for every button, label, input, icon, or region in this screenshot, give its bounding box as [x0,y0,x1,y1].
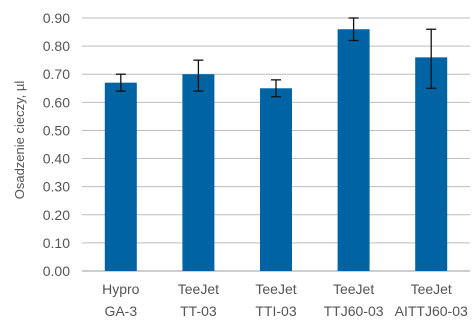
error-bar-0 [115,73,126,92]
y-tick-labels: 0.00 0.10 0.20 0.30 0.40 0.50 0.60 0.70 0.80 0.90 [43,10,70,279]
y-tick-label: 0.80 [43,38,70,54]
category-label-line2: TTI-03 [255,303,296,319]
bar-0 [104,82,137,272]
y-tick-label: 0.30 [43,179,70,195]
y-tick-label: 0.70 [43,66,70,82]
category-label-line2: TT-03 [180,303,217,319]
category-label-line2: GA-3 [104,303,137,319]
category-label-line2: AITTJ60-03 [395,303,468,319]
y-tick-label: 0.90 [43,10,70,26]
y-tick-label: 0.50 [43,122,70,138]
error-bars [115,17,437,98]
category-labels: Hypro GA-3 TeeJet TT-03 TeeJet TTI-03 TeeJet TT… [102,281,468,319]
error-bar-3 [348,17,359,42]
y-tick-label: 0.60 [43,94,70,110]
bars [104,29,448,272]
category-label-line1: TeeJet [255,281,296,297]
category-label-line1: Hypro [102,281,140,297]
bar-2 [260,88,292,272]
y-tick-label: 0.40 [43,151,70,167]
category-label-line2: TTJ60-03 [324,303,384,319]
y-tick-label: 0.20 [43,207,70,223]
y-axis-label: Osadzenie cieczy, µl [12,81,27,200]
error-bar-4 [426,28,437,89]
category-label-line1: TeeJet [178,281,219,297]
bar-3 [337,29,370,271]
y-tick-label: 0.10 [43,235,70,251]
bar-1 [182,74,215,271]
error-bar-2 [271,79,281,98]
bar-4 [415,57,448,271]
category-label-line1: TeeJet [333,281,374,297]
category-label-line1: TeeJet [411,281,452,297]
y-tick-label: 0.00 [43,263,70,279]
error-bar-1 [193,59,204,92]
